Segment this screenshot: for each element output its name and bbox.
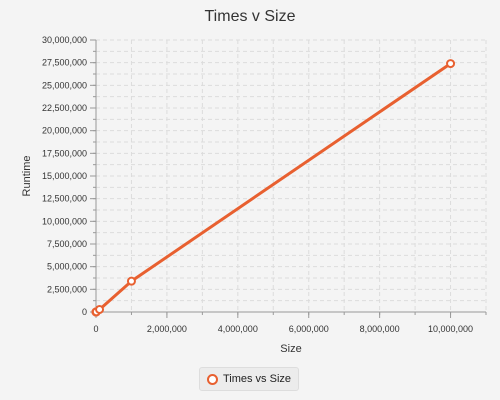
x-tick-label: 8,000,000	[360, 324, 400, 334]
y-tick-label: 15,000,000	[42, 171, 87, 181]
y-tick-label: 27,500,000	[42, 58, 87, 68]
x-tick-label: 6,000,000	[289, 324, 329, 334]
y-tick-label: 5,000,000	[47, 262, 87, 272]
y-tick-label: 30,000,000	[42, 35, 87, 45]
y-tick-label: 2,500,000	[47, 284, 87, 294]
x-tick-label: 0	[93, 324, 98, 334]
x-tick-label: 10,000,000	[428, 324, 473, 334]
y-tick-label: 10,000,000	[42, 216, 87, 226]
y-tick-label: 12,500,000	[42, 194, 87, 204]
data-point	[128, 278, 135, 285]
legend-marker-icon	[207, 374, 218, 385]
x-tick-label: 2,000,000	[147, 324, 187, 334]
data-point	[96, 306, 103, 313]
y-tick-label: 17,500,000	[42, 148, 87, 158]
legend: Times vs Size	[199, 367, 299, 391]
x-axis-title: Size	[280, 343, 301, 355]
y-axis-title: Runtime	[21, 156, 33, 197]
y-tick-label: 25,000,000	[42, 80, 87, 90]
data-point	[447, 60, 454, 67]
legend-label: Times vs Size	[223, 373, 291, 385]
y-tick-label: 7,500,000	[47, 239, 87, 249]
y-tick-label: 20,000,000	[42, 126, 87, 136]
x-tick-label: 4,000,000	[218, 324, 258, 334]
y-tick-label: 0	[82, 307, 87, 317]
y-tick-label: 22,500,000	[42, 103, 87, 113]
